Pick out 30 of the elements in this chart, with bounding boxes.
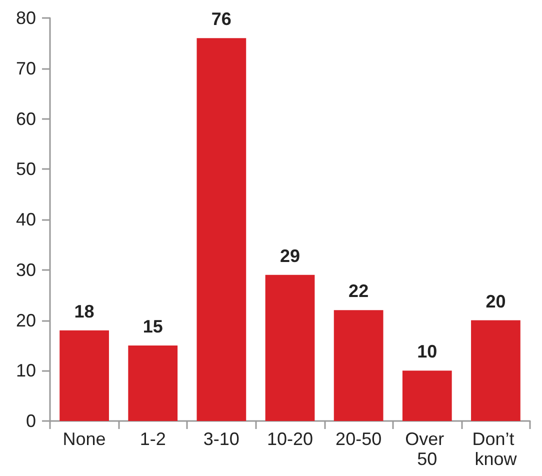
y-tick-label: 60 — [16, 108, 36, 129]
y-tick-label: 20 — [16, 310, 36, 330]
x-tick-label: Don’t know — [472, 429, 520, 469]
x-tick-label: None — [62, 429, 106, 449]
y-tick-label: 50 — [16, 159, 36, 180]
y-tick-label: 40 — [16, 210, 36, 230]
bar — [334, 310, 384, 421]
x-tick-label: 10-20 — [266, 429, 314, 449]
y-tick-label: 0 — [26, 411, 36, 431]
data-label: 10 — [417, 342, 438, 362]
x-tick-label: Over 50 — [405, 429, 450, 469]
data-label: 29 — [280, 246, 300, 266]
bar — [128, 345, 178, 421]
y-tick-label: 70 — [16, 58, 36, 78]
bar — [402, 370, 452, 421]
x-tick-label: 1-2 — [140, 429, 166, 449]
y-tick-label: 10 — [16, 360, 36, 381]
bar — [60, 330, 109, 421]
data-label: 76 — [211, 9, 232, 30]
x-tick-label: 20-50 — [336, 429, 382, 449]
bar — [265, 274, 315, 421]
y-tick-label: 80 — [16, 8, 36, 28]
bar — [471, 320, 520, 421]
y-tick-label: 30 — [16, 260, 36, 280]
bar — [196, 38, 246, 421]
x-tick-label: 3-10 — [203, 429, 240, 449]
data-label: 22 — [348, 281, 369, 302]
data-label: 15 — [142, 316, 163, 336]
data-label: 20 — [486, 291, 506, 312]
data-label: 18 — [74, 301, 94, 322]
